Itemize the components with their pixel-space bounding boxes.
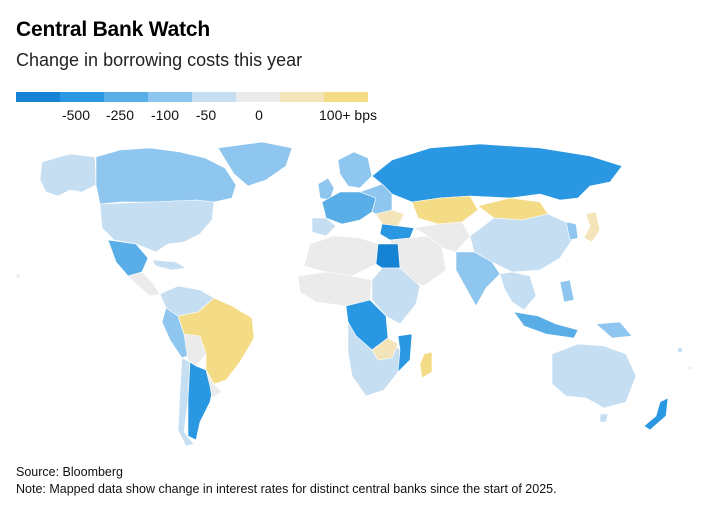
legend-label-100-plus-bps: 100+ bps (319, 107, 377, 123)
legend-swatch-7 (324, 92, 368, 102)
region-zambia (371, 337, 399, 361)
region-mozambique (397, 333, 413, 373)
region-pacific-islands (687, 365, 693, 371)
legend-swatch-6 (280, 92, 324, 102)
region-united-states (99, 199, 215, 253)
legend-swatch-5 (236, 92, 280, 102)
legend-label-zero: 0 (255, 107, 263, 123)
region-korea (565, 221, 579, 241)
chart-title: Central Bank Watch (16, 18, 210, 41)
region-brazil (177, 297, 255, 385)
region-japan (583, 211, 601, 243)
legend-color-scale (16, 92, 368, 102)
legend-label-minus-250: -250 (105, 107, 135, 123)
region-madagascar (419, 351, 433, 379)
legend-swatch-3 (148, 92, 192, 102)
legend-swatch-4 (192, 92, 236, 102)
legend-label-minus-100: -100 (150, 107, 180, 123)
methodology-note: Note: Mapped data show change in interes… (16, 482, 557, 496)
region-caribbean (151, 259, 187, 271)
legend-label-minus-50: -50 (195, 107, 217, 123)
region-tasmania (599, 413, 609, 423)
source-note: Source: Bloomberg (16, 465, 124, 479)
legend-swatch-1 (60, 92, 104, 102)
region-paraguay-uruguay (205, 369, 223, 399)
region-argentina (187, 361, 215, 441)
region-ukraine (375, 209, 405, 227)
region-turkey (379, 223, 415, 241)
region-india (455, 251, 501, 307)
region-hawaii (15, 273, 21, 279)
region-indonesia (513, 311, 579, 339)
region-greenland (217, 141, 293, 187)
region-russia (371, 143, 623, 203)
region-iran-central-asia (413, 221, 471, 253)
region-papua-new-guinea (595, 321, 633, 339)
region-uk-ireland (317, 177, 335, 201)
region-east-africa (371, 267, 421, 325)
region-iberia (311, 217, 337, 237)
legend-swatch-2 (104, 92, 148, 102)
region-sahel-west-africa (297, 271, 373, 307)
region-canada (95, 147, 237, 205)
region-southeast-asia (499, 271, 537, 311)
region-north-africa (303, 235, 379, 277)
world-map (15, 141, 693, 447)
region-central-america (127, 271, 161, 297)
region-new-zealand (643, 397, 669, 431)
region-fiji (677, 347, 683, 353)
color-legend: -500 -250 -100 -50 0 100+ bps (16, 92, 377, 132)
region-egypt (375, 243, 401, 269)
region-scandinavia (337, 151, 373, 189)
region-kazakhstan (411, 195, 479, 225)
chart-subtitle: Change in borrowing costs this year (16, 50, 303, 70)
region-australia (551, 343, 637, 409)
legend-swatch-0 (16, 92, 60, 102)
region-alaska (39, 153, 97, 197)
region-philippines (559, 279, 575, 303)
legend-label-minus-500: -500 (61, 107, 91, 123)
